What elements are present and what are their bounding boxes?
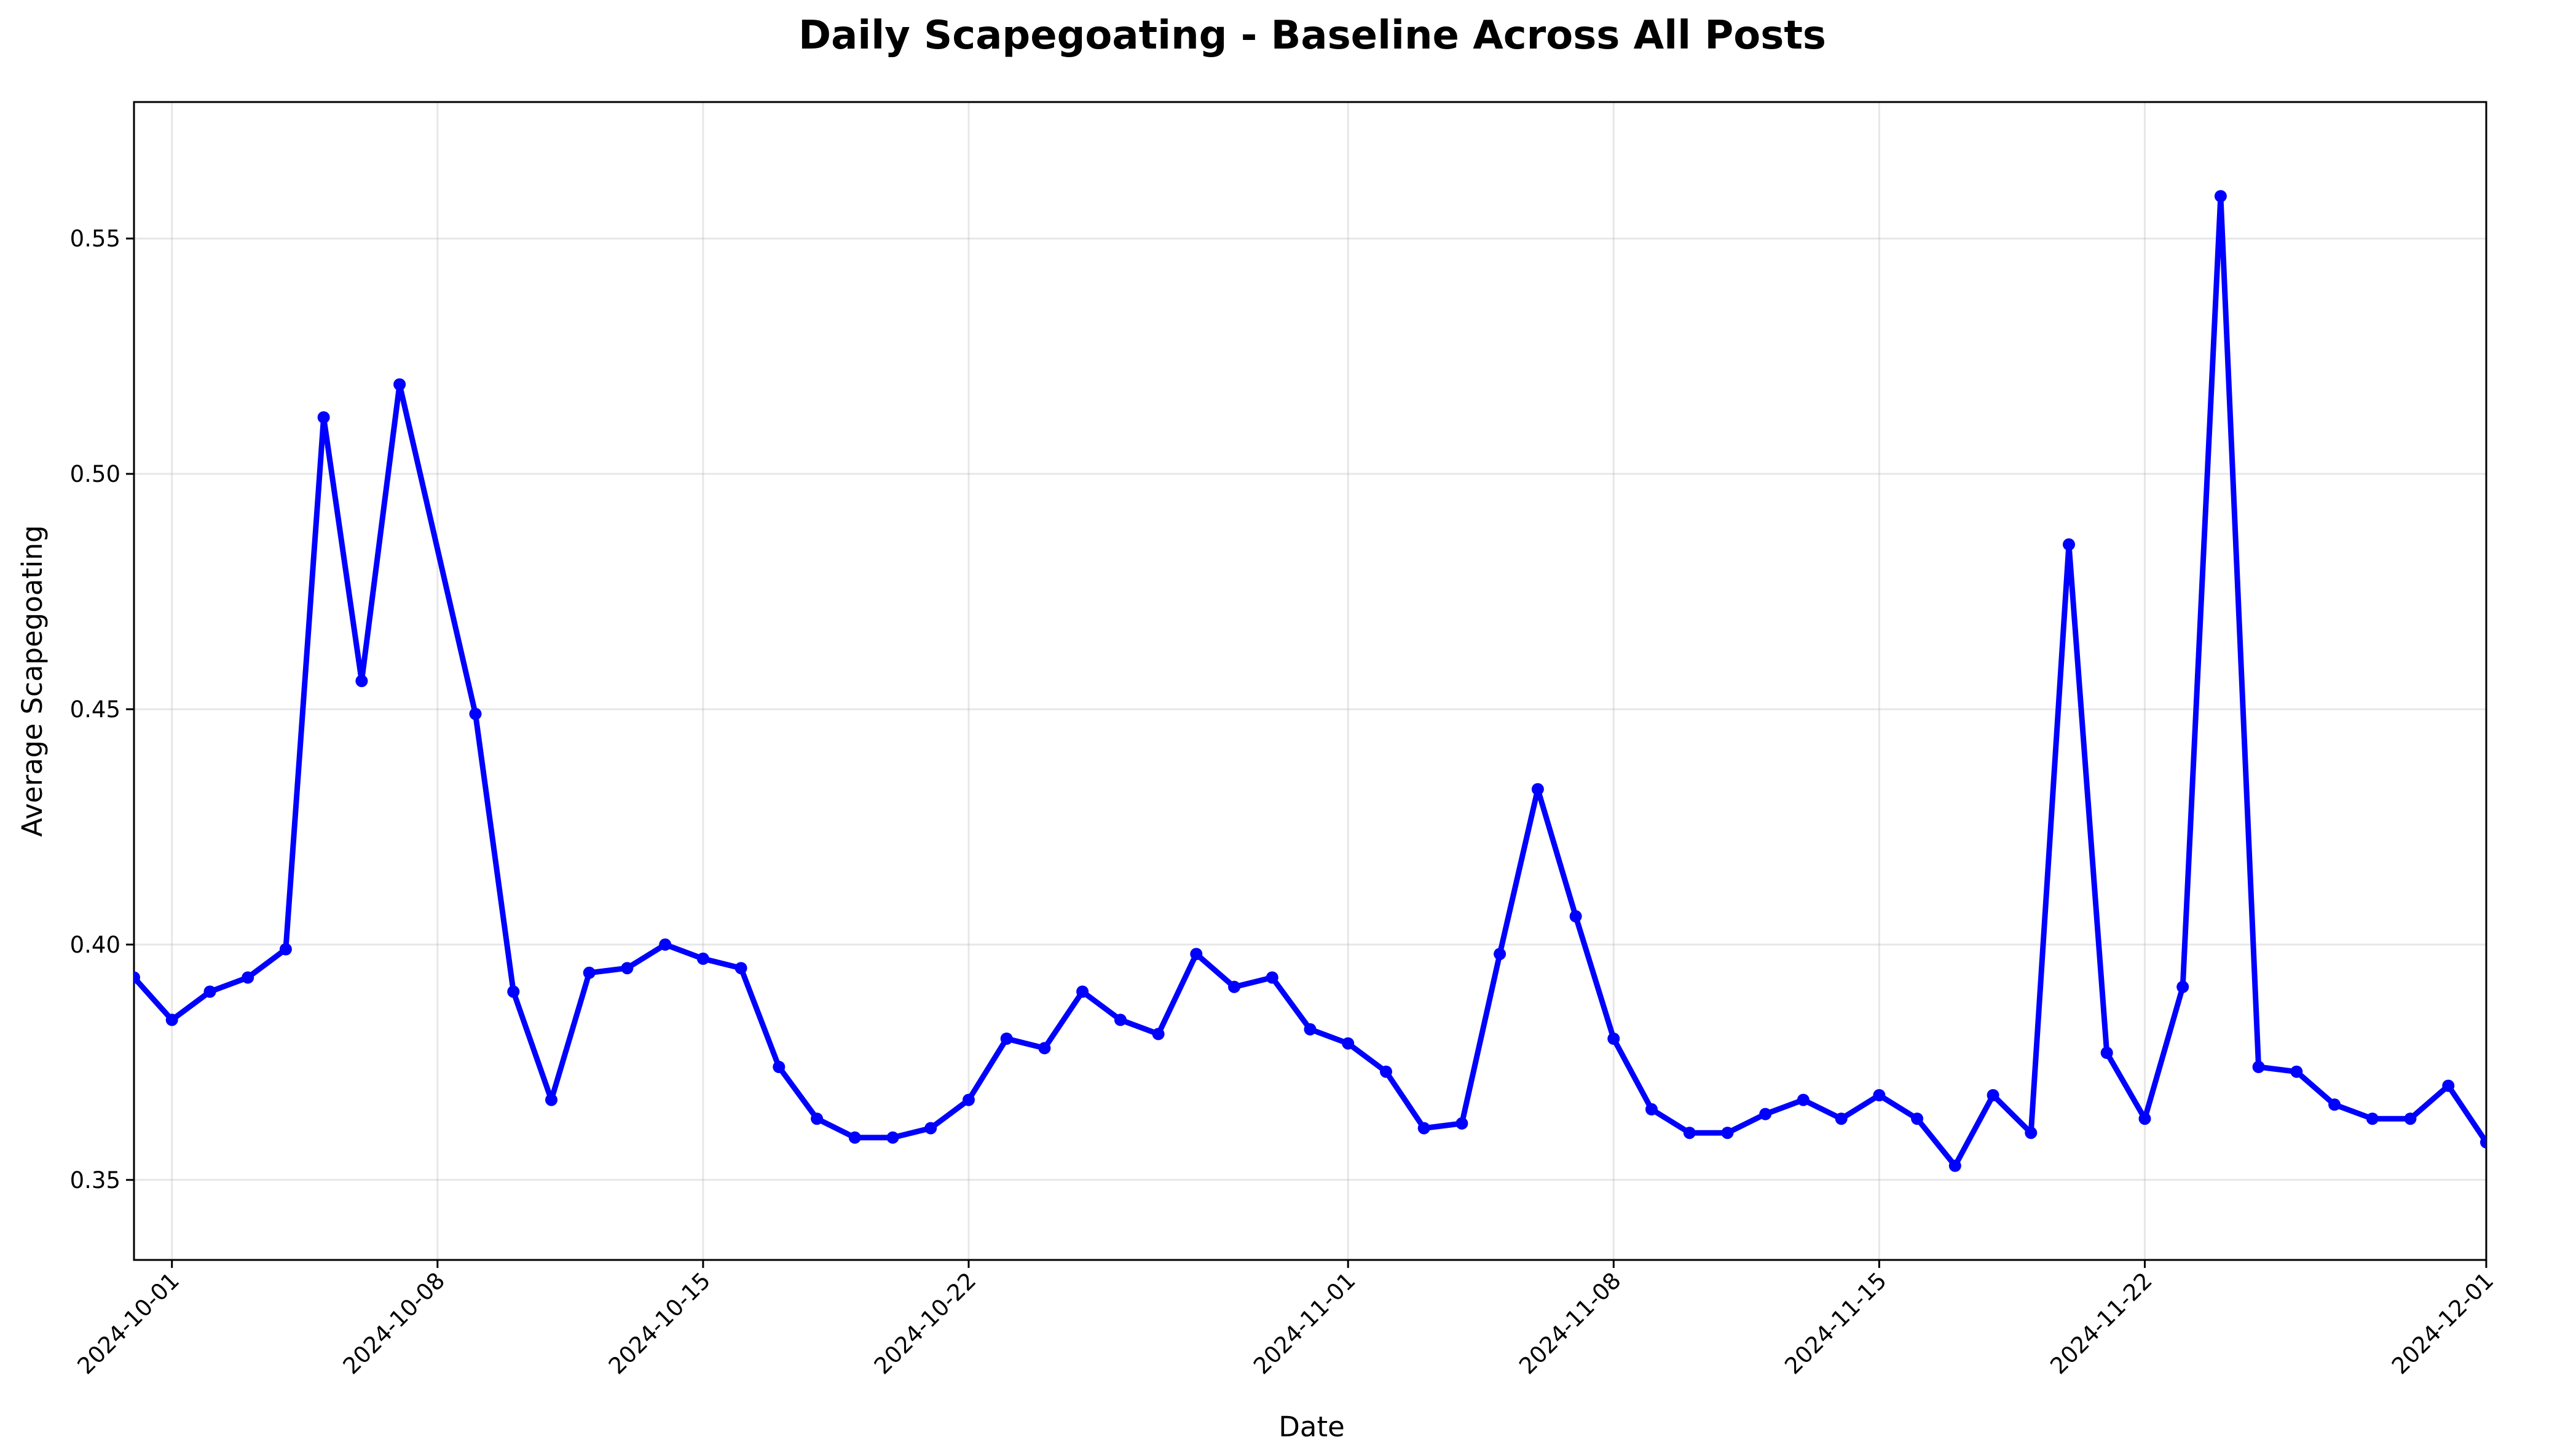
x-tick-label: 2024-10-01 [73,1267,184,1379]
x-tick-label: 2024-11-15 [1779,1267,1891,1379]
data-point [1266,971,1278,984]
data-point [317,411,330,424]
data-point [2480,1136,2486,1149]
chart-title: Daily Scapegoating - Baseline Across All… [798,13,1826,58]
data-point [773,1061,786,1073]
data-point [203,985,216,998]
series-group [134,190,2486,1172]
y-axis-label: Average Scapegoating [16,525,49,836]
data-point [1569,910,1582,923]
y-tick-label: 0.45 [70,696,120,723]
y-tick-label: 0.55 [70,226,120,252]
data-point [1152,1028,1165,1041]
data-point [696,952,709,965]
data-point [1190,948,1203,961]
data-point [1000,1033,1013,1045]
data-point [583,966,596,979]
data-point [1835,1112,1848,1125]
y-axis: 0.35 0.40 0.45 0.50 0.55 [70,226,134,1194]
data-point [2252,1061,2265,1073]
data-point [469,707,482,720]
data-point [848,1131,861,1144]
x-tick-label: 2024-10-08 [338,1267,450,1379]
plot-area-frame [133,101,2487,1261]
data-point [1455,1117,1468,1130]
y-tick-label: 0.35 [70,1167,120,1194]
data-point [1948,1159,1961,1172]
data-point [2404,1112,2417,1125]
data-point [659,938,672,951]
x-axis: 2024-10-01 2024-10-08 2024-10-15 2024-10-22… [73,1260,2499,1379]
x-tick-label: 2024-10-15 [604,1267,715,1379]
data-point [811,1112,824,1125]
data-point [2063,538,2075,551]
x-axis-label: Date [1278,1411,1345,1443]
x-tick-label: 2024-11-08 [1514,1267,1626,1379]
data-point [2025,1127,2038,1139]
data-point [1076,985,1089,998]
y-tick-label: 0.50 [70,461,120,487]
grid [134,102,2487,1260]
data-point [2328,1098,2341,1111]
data-point [1380,1065,1392,1078]
x-tick-label: 2024-12-01 [2387,1267,2499,1379]
series-line [134,193,2486,1169]
data-point [2100,1047,2113,1059]
data-point [2366,1112,2379,1125]
data-point [1987,1089,1999,1101]
data-point [1797,1093,1810,1106]
data-point [355,675,368,687]
data-point [279,943,292,956]
data-point [1114,1013,1127,1026]
data-point [2214,190,2227,203]
data-point [1494,948,1506,961]
data-layer [134,190,2486,1172]
data-point [735,962,747,975]
data-point [2442,1079,2455,1092]
data-point [1342,1037,1355,1050]
data-point [621,962,634,975]
data-point [963,1093,975,1106]
data-point [242,971,254,984]
data-point [1038,1042,1051,1055]
data-point [1304,1023,1317,1036]
data-point [1759,1108,1772,1120]
data-point [393,378,406,391]
data-point [1228,980,1240,993]
x-tick-label: 2024-11-22 [2045,1267,2157,1379]
data-point [1417,1122,1430,1135]
data-point [1873,1089,1886,1101]
y-tick-label: 0.40 [70,932,120,958]
data-point [1531,783,1544,796]
data-point [1607,1033,1620,1045]
x-tick-label: 2024-10-22 [869,1267,981,1379]
x-tick-label: 2024-11-01 [1248,1267,1360,1379]
data-point [545,1093,557,1106]
data-point [1645,1103,1658,1116]
data-point [1683,1127,1696,1139]
data-point [165,1013,178,1026]
data-point [134,971,140,984]
data-point [886,1131,899,1144]
data-point [1911,1112,1924,1125]
data-point [507,985,520,998]
data-point [1721,1127,1734,1139]
data-point [924,1122,937,1135]
data-point [2176,980,2189,993]
data-point [2138,1112,2151,1125]
data-point [2290,1065,2303,1078]
